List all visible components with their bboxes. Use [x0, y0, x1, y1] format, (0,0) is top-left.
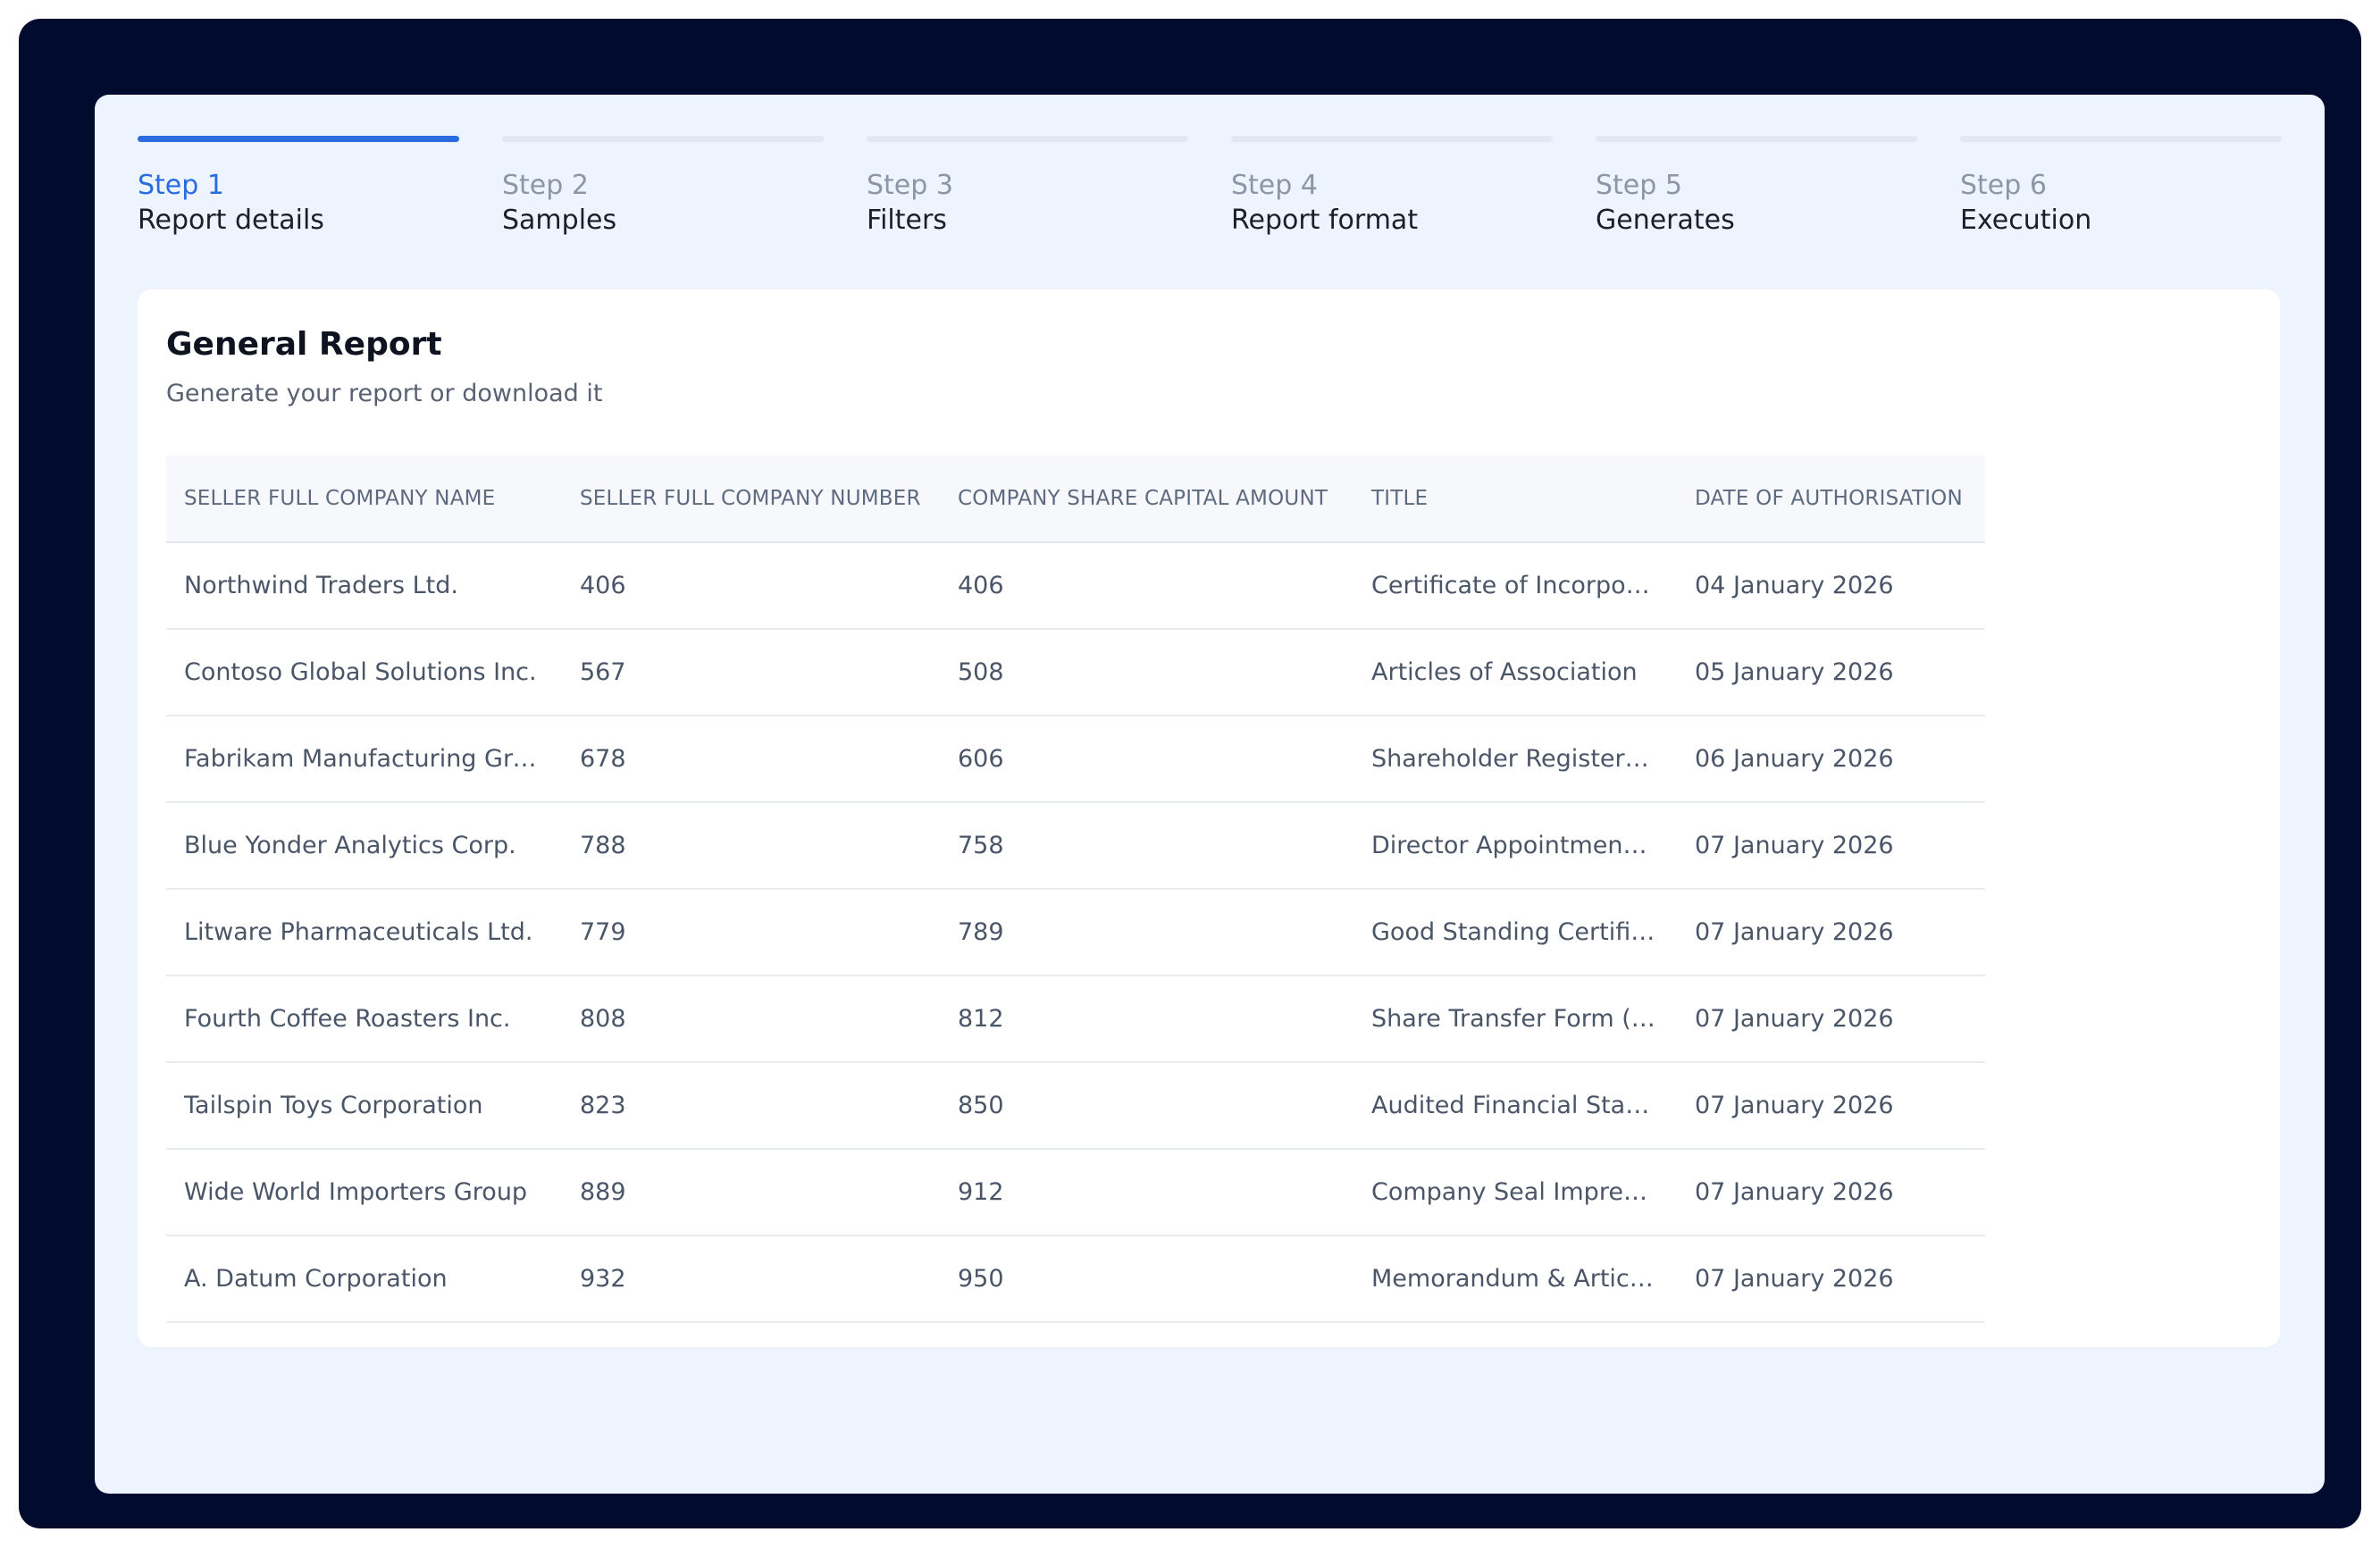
table-row[interactable]: Contoso Global Solutions Inc. 567 508 Artic…: [166, 630, 1985, 716]
cell-share-capital: 850: [958, 1092, 1004, 1119]
cell-company-number: 779: [580, 918, 626, 946]
cell-company-name: Wide World Importers Group: [184, 1178, 528, 1206]
cell-company-name: Contoso Global Solutions Inc.: [184, 658, 537, 686]
cell-company-name: Tailspin Toys Corporation: [184, 1092, 483, 1119]
step-2[interactable]: Step 2 Samples: [502, 136, 824, 239]
cell-company-name: Fabrikam Manufacturing Grou...: [184, 745, 541, 773]
column-header-date[interactable]: DATE OF AUTHORISATION: [1695, 487, 1963, 510]
step-title: Generates: [1596, 205, 1735, 236]
report-card: General Report Generate your report or d…: [138, 289, 2280, 1347]
cell-title: Company Seal Impressi...: [1371, 1178, 1655, 1206]
cell-share-capital: 912: [958, 1178, 1004, 1206]
step-number: Step 2: [502, 170, 589, 201]
window-frame: Step 1 Report details Step 2 Samples Ste…: [19, 19, 2361, 1528]
table-row[interactable]: Fourth Coffee Roasters Inc. 808 812 Share T…: [166, 976, 1985, 1063]
table-row[interactable]: Wide World Importers Group 889 912 Company …: [166, 1150, 1985, 1236]
cell-company-name: Northwind Traders Ltd.: [184, 572, 458, 599]
cell-date: 07 January 2026: [1695, 1178, 1894, 1206]
step-number: Step 6: [1960, 170, 2047, 201]
report-table: SELLER FULL COMPANY NAME SELLER FULL COM…: [166, 456, 1985, 1323]
table-row[interactable]: Tailspin Toys Corporation 823 850 Audited F…: [166, 1063, 1985, 1150]
cell-title: Memorandum & Article...: [1371, 1265, 1655, 1293]
table-body: Northwind Traders Ltd. 406 406 Certificate …: [166, 543, 1985, 1323]
cell-company-number: 678: [580, 745, 626, 773]
step-6[interactable]: Step 6 Execution: [1960, 136, 2282, 239]
cell-share-capital: 406: [958, 572, 1004, 599]
cell-title: Articles of Association: [1371, 658, 1638, 686]
step-title: Report format: [1231, 205, 1419, 236]
step-title: Execution: [1960, 205, 2092, 236]
column-header-company-name[interactable]: SELLER FULL COMPANY NAME: [184, 487, 496, 510]
table-row[interactable]: Fabrikam Manufacturing Grou... 678 606 Shar…: [166, 716, 1985, 803]
cell-share-capital: 606: [958, 745, 1004, 773]
column-header-share-capital[interactable]: COMPANY SHARE CAPITAL AMOUNT: [958, 487, 1328, 510]
stepper: Step 1 Report details Step 2 Samples Ste…: [138, 136, 2282, 261]
step-number: Step 3: [867, 170, 953, 201]
step-title: Report details: [138, 205, 324, 236]
step-progress-bar: [1960, 136, 2282, 142]
table-row[interactable]: Blue Yonder Analytics Corp. 788 758 Directo…: [166, 803, 1985, 890]
cell-company-number: 823: [580, 1092, 626, 1119]
step-number: Step 1: [138, 170, 224, 201]
step-3[interactable]: Step 3 Filters: [867, 136, 1188, 239]
cell-date: 07 January 2026: [1695, 918, 1894, 946]
column-header-company-number[interactable]: SELLER FULL COMPANY NUMBER: [580, 487, 921, 510]
report-title: General Report: [166, 326, 442, 363]
table-header: SELLER FULL COMPANY NAME SELLER FULL COM…: [166, 456, 1985, 543]
cell-date: 07 January 2026: [1695, 832, 1894, 859]
step-progress-bar: [1231, 136, 1553, 142]
step-number: Step 5: [1596, 170, 1682, 201]
step-title: Filters: [867, 205, 947, 236]
cell-company-number: 406: [580, 572, 626, 599]
cell-company-number: 788: [580, 832, 626, 859]
cell-company-name: Blue Yonder Analytics Corp.: [184, 832, 516, 859]
step-5[interactable]: Step 5 Generates: [1596, 136, 1917, 239]
cell-title: Share Transfer Form (In...: [1371, 1005, 1655, 1033]
cell-company-number: 567: [580, 658, 626, 686]
table-row[interactable]: Northwind Traders Ltd. 406 406 Certificate …: [166, 543, 1985, 630]
cell-company-number: 932: [580, 1265, 626, 1293]
cell-date: 06 January 2026: [1695, 745, 1894, 773]
cell-title: Good Standing Certific...: [1371, 918, 1655, 946]
cell-company-name: Fourth Coffee Roasters Inc.: [184, 1005, 511, 1033]
step-1[interactable]: Step 1 Report details: [138, 136, 459, 239]
cell-company-name: A. Datum Corporation: [184, 1265, 448, 1293]
cell-date: 07 January 2026: [1695, 1092, 1894, 1119]
step-number: Step 4: [1231, 170, 1318, 201]
report-wizard-panel: Step 1 Report details Step 2 Samples Ste…: [95, 95, 2325, 1494]
step-progress-bar: [1596, 136, 1917, 142]
cell-company-number: 808: [580, 1005, 626, 1033]
step-progress-bar: [502, 136, 824, 142]
column-header-title[interactable]: TITLE: [1371, 487, 1429, 510]
cell-title: Audited Financial State...: [1371, 1092, 1655, 1119]
cell-company-name: Litware Pharmaceuticals Ltd.: [184, 918, 533, 946]
cell-date: 07 January 2026: [1695, 1005, 1894, 1033]
cell-date: 05 January 2026: [1695, 658, 1894, 686]
step-progress-bar: [138, 136, 459, 142]
cell-date: 04 January 2026: [1695, 572, 1894, 599]
cell-share-capital: 758: [958, 832, 1004, 859]
cell-company-number: 889: [580, 1178, 626, 1206]
cell-share-capital: 812: [958, 1005, 1004, 1033]
cell-title: Shareholder Register Ex...: [1371, 745, 1655, 773]
cell-share-capital: 789: [958, 918, 1004, 946]
cell-date: 07 January 2026: [1695, 1265, 1894, 1293]
table-row[interactable]: A. Datum Corporation 932 950 Memorandum & A…: [166, 1236, 1985, 1323]
cell-title: Certificate of Incorpora...: [1371, 572, 1655, 599]
report-subtitle: Generate your report or download it: [166, 380, 603, 407]
cell-title: Director Appointment L...: [1371, 832, 1655, 859]
cell-share-capital: 508: [958, 658, 1004, 686]
table-row[interactable]: Litware Pharmaceuticals Ltd. 779 789 Good S…: [166, 890, 1985, 976]
step-title: Samples: [502, 205, 617, 236]
cell-share-capital: 950: [958, 1265, 1004, 1293]
step-progress-bar: [867, 136, 1188, 142]
step-4[interactable]: Step 4 Report format: [1231, 136, 1553, 239]
